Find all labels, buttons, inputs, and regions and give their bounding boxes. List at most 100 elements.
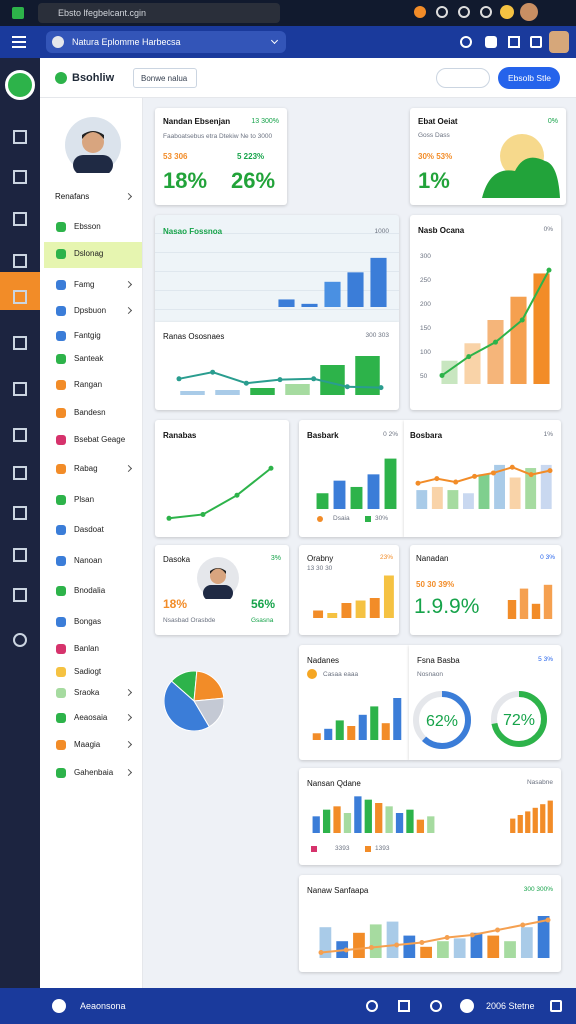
bar [180, 391, 205, 395]
card-subtitle: 50 30 39% [416, 580, 455, 589]
bar [322, 809, 331, 833]
icon[interactable] [500, 5, 514, 19]
line-chart [166, 465, 274, 521]
icon[interactable] [485, 36, 497, 48]
dropdown[interactable]: Bonwe nalua [133, 68, 197, 88]
point [318, 950, 324, 955]
nav-item[interactable]: Bsebat Geage [74, 435, 126, 444]
nav-item[interactable]: Rabag [74, 464, 98, 473]
nav-item[interactable]: Dpsbuon [74, 306, 107, 315]
avatar[interactable] [549, 31, 569, 53]
icon[interactable] [460, 999, 474, 1013]
nav-item[interactable]: Aeaosaia [74, 713, 108, 722]
nav-item[interactable]: Sraoka [74, 688, 100, 697]
point [210, 369, 216, 375]
icon[interactable] [366, 1000, 378, 1012]
nav-item[interactable]: Nanoan [74, 556, 103, 565]
browser-icon [12, 7, 24, 19]
card-title: Nanaw Sanfaapa [307, 886, 369, 895]
nav-item[interactable]: Banlan [74, 644, 99, 653]
icon[interactable] [550, 1000, 562, 1012]
menu[interactable] [12, 36, 26, 48]
icon [307, 669, 317, 679]
icon[interactable] [414, 6, 426, 18]
donut-label: 62% [426, 713, 458, 730]
nav-item[interactable]: Fantgig [74, 331, 101, 340]
legend-label: 3393 [335, 845, 350, 852]
bar [327, 613, 338, 618]
footer: Aeaonsona 2006 Stetne [0, 988, 576, 1024]
nav-item[interactable]: Bnodalia [74, 586, 106, 595]
bar [341, 603, 352, 618]
url-box[interactable]: Ebsto lfegbelcant.cgin [38, 3, 280, 23]
icon[interactable] [530, 36, 542, 48]
card-title: Fsna Basba [417, 656, 460, 665]
nav-item[interactable]: Rangan [74, 380, 103, 389]
icon[interactable] [430, 1000, 442, 1012]
bar [333, 806, 341, 833]
tab-title: Natura Eplomme Harbecsa [72, 37, 181, 47]
nav-item[interactable]: Dasdoat [74, 525, 104, 534]
nav-item[interactable]: Plsan [74, 495, 95, 504]
kpi-card: Nandan Ebsenjan 13 300% Faaboatsebus etr… [155, 108, 287, 205]
chart-card: Nasb Ocana 0% 300 250 200 150 100 50 [410, 215, 561, 410]
icon[interactable] [436, 6, 448, 18]
icon[interactable] [458, 6, 470, 18]
tab[interactable]: Natura Eplomme Harbecsa [46, 31, 286, 53]
legend-dot [365, 516, 371, 522]
bar [278, 299, 295, 307]
point [519, 317, 525, 323]
bar [285, 384, 310, 395]
card-title: Nasb Ocana [418, 226, 465, 235]
bar [313, 610, 324, 618]
bar [364, 799, 372, 833]
nav-item[interactable]: Sadiogt [74, 667, 102, 676]
bar [464, 343, 481, 384]
profile-name[interactable]: Renafans [55, 192, 90, 201]
card-tag: 1% [543, 431, 553, 438]
bar [355, 356, 380, 395]
icon[interactable] [398, 1000, 410, 1012]
nav-icon [56, 495, 66, 505]
action-button[interactable]: Ebsolb Stle [498, 67, 560, 89]
bar [416, 490, 428, 509]
card-tag: 5 3% [538, 656, 553, 663]
card-title: Nadanes [307, 656, 340, 665]
search[interactable] [436, 68, 490, 88]
nav-icon [56, 617, 66, 627]
nav-item[interactable]: Gahenbaia [74, 768, 114, 777]
card-tag: 13 300% [251, 118, 279, 125]
nav-icon [56, 222, 66, 232]
nav-item[interactable]: Dslonag [74, 249, 104, 258]
nav-item[interactable]: Famg [74, 280, 95, 289]
nav-item[interactable]: Maagia [74, 740, 101, 749]
bar [384, 458, 397, 509]
point [344, 384, 350, 390]
nav-icon [56, 713, 66, 723]
point [378, 385, 384, 391]
bar [324, 281, 341, 307]
point [343, 947, 349, 953]
logo[interactable] [5, 70, 35, 100]
bar [427, 816, 435, 833]
nav-item[interactable]: Bongas [74, 617, 102, 626]
chart-card: Orabny 23% 13 30 30 [299, 545, 399, 635]
icon[interactable] [460, 36, 472, 48]
kpi-card: Ebat Oeiat 0% Goss Dass 30% 53% 1% [410, 108, 566, 205]
card-title: Ebat Oeiat [418, 117, 458, 126]
bar [420, 946, 432, 958]
axis-label: 300 [420, 253, 431, 260]
bar [504, 941, 516, 958]
card-subtitle: Nosnaon [417, 671, 444, 678]
icon[interactable] [508, 36, 520, 48]
card-title: Nasao Fossnoa [163, 227, 223, 236]
bar-chart [316, 458, 397, 509]
nav-item[interactable]: Santeak [74, 354, 104, 363]
icon[interactable] [480, 6, 492, 18]
avatar[interactable] [520, 3, 538, 21]
bar [533, 273, 550, 384]
nav-item[interactable]: Ebsson [74, 222, 101, 231]
chevron [124, 464, 133, 473]
nav-item[interactable]: Bandesn [74, 408, 106, 417]
point [176, 376, 182, 382]
